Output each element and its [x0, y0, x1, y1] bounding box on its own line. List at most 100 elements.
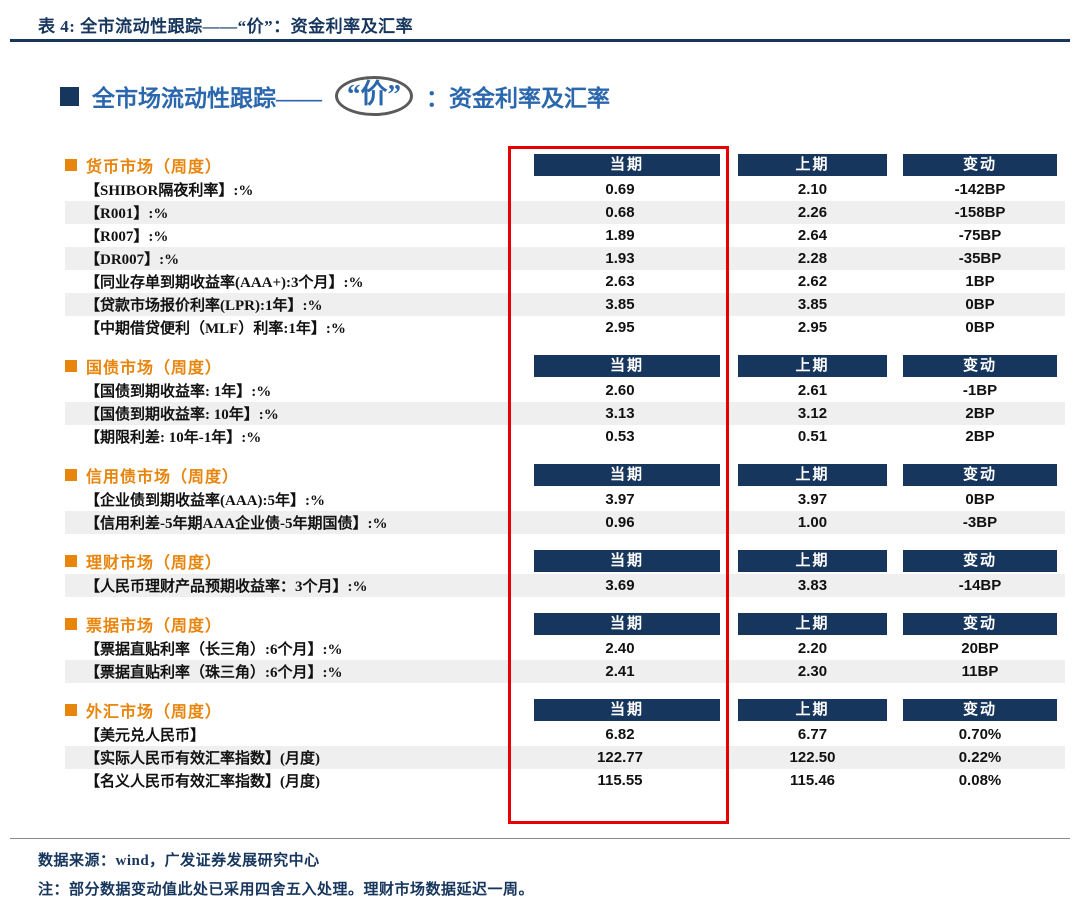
row-label: 【SHIBOR隔夜利率】:%: [85, 183, 254, 199]
section-header: 外汇市场（周度）: [65, 698, 510, 722]
section-header-row: 货币市场（周度） 当期 上期 变动: [65, 152, 1065, 177]
page-title-suffix: ：资金利率及汇率: [426, 86, 610, 111]
current-value: 2.63: [605, 273, 635, 290]
table-caption: 表 4: 全市流动性跟踪——“价”：资金利率及汇率: [38, 17, 414, 36]
column-header-previous: 上期: [738, 153, 887, 176]
column-header-previous: 上期: [738, 463, 887, 486]
current-value: 3.85: [605, 296, 635, 313]
current-value: 2.60: [605, 382, 635, 399]
column-header-change: 变动: [903, 612, 1057, 635]
orange-square-bullet-icon: [65, 468, 77, 481]
market-section: 票据市场（周度） 当期 上期 变动【票据直贴利率（长三角）:6个月】:% 2.40 2.2…: [65, 611, 1065, 683]
current-value: 2.41: [605, 663, 635, 680]
change-value: 1BP: [965, 273, 995, 290]
market-section: 信用债市场（周度） 当期 上期 变动 【企业债到期收益率(AAA):5年】:% 3.97 3…: [65, 462, 1065, 534]
section-header: 票据市场（周度）: [65, 612, 510, 636]
change-value: 0BP: [965, 319, 995, 336]
previous-value: 0.51: [797, 428, 828, 445]
table-row: 【人民币理财产品预期收益率：3个月】:% 3.69 3.83 -14BP: [65, 574, 1065, 597]
table-row: 【企业债到期收益率(AAA):5年】:% 3.97 3.97 0BP: [65, 488, 1065, 511]
table-row: 【贷款市场报价利率(LPR):1年】:% 3.85 3.85 0BP: [65, 293, 1065, 316]
row-label: 【美元兑人民币】: [85, 728, 206, 744]
row-label: 【企业债到期收益率(AAA):5年】:%: [85, 493, 325, 509]
current-value: 122.77: [597, 749, 643, 766]
row-label: 【信用利差-5年期AAA企业债-5年期国债】:%: [85, 516, 388, 532]
column-header-previous: 上期: [738, 549, 887, 572]
change-value: -75BP: [958, 227, 1002, 244]
section-title: 理财市场（周度）: [86, 554, 223, 572]
table-row: 【票据直贴利率（长三角）:6个月】:% 2.40 2.20 20BP: [65, 637, 1065, 660]
column-header-change: 变动: [903, 463, 1057, 486]
data-source-text: 数据来源：wind，广发证券发展研究中心: [38, 853, 320, 869]
change-value: 20BP: [961, 640, 999, 657]
current-value: 3.13: [605, 405, 635, 422]
change-value: 0.08%: [958, 772, 1002, 789]
section-header-row: 信用债市场（周度） 当期 上期 变动: [65, 462, 1065, 487]
table-row: 【SHIBOR隔夜利率】:% 0.69 2.10 -142BP: [65, 178, 1065, 201]
table-row: 【期限利差: 10年-1年】:% 0.53 0.51 2BP: [65, 425, 1065, 448]
row-label: 【国债到期收益率: 1年】:%: [85, 384, 272, 400]
orange-square-bullet-icon: [65, 158, 77, 171]
table-row: 【信用利差-5年期AAA企业债-5年期国债】:% 0.96 1.00 -3BP: [65, 511, 1065, 534]
navy-square-bullet-icon: [60, 86, 79, 106]
previous-value: 3.97: [797, 491, 828, 508]
column-header-current: 当期: [534, 153, 720, 176]
row-label: 【同业存单到期收益率(AAA+):3个月】:%: [85, 275, 364, 291]
current-value: 2.95: [605, 319, 635, 336]
section-header-row: 票据市场（周度） 当期 上期 变动: [65, 611, 1065, 636]
column-header-previous: 上期: [738, 698, 887, 721]
section-header: 信用债市场（周度）: [65, 463, 510, 487]
table-row: 【同业存单到期收益率(AAA+):3个月】:% 2.63 2.62 1BP: [65, 270, 1065, 293]
change-value: -35BP: [958, 250, 1002, 267]
orange-square-bullet-icon: [65, 554, 77, 567]
current-value: 2.40: [605, 640, 635, 657]
section-header-row: 国债市场（周度） 当期 上期 变动: [65, 353, 1065, 378]
current-value: 6.82: [605, 726, 635, 743]
section-title: 票据市场（周度）: [86, 617, 223, 635]
row-label: 【贷款市场报价利率(LPR):1年】:%: [85, 298, 323, 314]
section-title: 国债市场（周度）: [86, 359, 223, 377]
current-value: 3.69: [605, 577, 635, 594]
previous-value: 2.62: [797, 273, 828, 290]
orange-square-bullet-icon: [65, 703, 77, 716]
market-section: 货币市场（周度） 当期 上期 变动 【SHIBOR隔夜利率】:% 0.69 2.10 -142…: [65, 152, 1065, 339]
orange-square-bullet-icon: [65, 617, 77, 630]
column-header-current: 当期: [534, 463, 720, 486]
column-header-previous: 上期: [738, 612, 887, 635]
row-label: 【R007】:%: [85, 229, 169, 245]
section-header: 理财市场（周度）: [65, 549, 510, 573]
previous-value: 3.83: [797, 577, 828, 594]
current-value: 1.93: [605, 250, 635, 267]
change-value: 11BP: [961, 663, 999, 680]
row-label: 【国债到期收益率: 10年】:%: [85, 407, 279, 423]
orange-square-bullet-icon: [65, 359, 77, 372]
section-header: 国债市场（周度）: [65, 354, 510, 378]
page-title-prefix: 全市场流动性跟踪——: [92, 86, 322, 111]
previous-value: 2.30: [797, 663, 828, 680]
previous-value: 2.28: [797, 250, 828, 267]
table-row: 【票据直贴利率（珠三角）:6个月】:% 2.41 2.30 11BP: [65, 660, 1065, 683]
change-value: -158BP: [954, 204, 1006, 221]
change-value: 0.22%: [958, 749, 1002, 766]
column-header-change: 变动: [903, 354, 1057, 377]
previous-value: 2.20: [797, 640, 828, 657]
column-header-current: 当期: [534, 354, 720, 377]
row-label: 【期限利差: 10年-1年】:%: [85, 430, 262, 446]
column-header-change: 变动: [903, 698, 1057, 721]
previous-value: 3.12: [797, 405, 828, 422]
change-value: -142BP: [954, 181, 1006, 198]
change-value: 0BP: [965, 491, 995, 508]
change-value: -14BP: [958, 577, 1002, 594]
row-label: 【票据直贴利率（长三角）:6个月】:%: [85, 642, 343, 658]
table-row: 【国债到期收益率: 1年】:% 2.60 2.61 -1BP: [65, 379, 1065, 402]
row-label: 【名义人民币有效汇率指数】(月度): [85, 774, 320, 790]
page-title: 全市场流动性跟踪—— “价” ：资金利率及汇率: [60, 76, 610, 116]
change-value: 2BP: [965, 428, 995, 445]
circled-price-character: “价”: [335, 76, 413, 116]
column-header-current: 当期: [534, 698, 720, 721]
column-header-change: 变动: [903, 153, 1057, 176]
previous-value: 2.10: [797, 181, 828, 198]
footer-divider: [10, 838, 1070, 839]
previous-value: 2.64: [797, 227, 828, 244]
